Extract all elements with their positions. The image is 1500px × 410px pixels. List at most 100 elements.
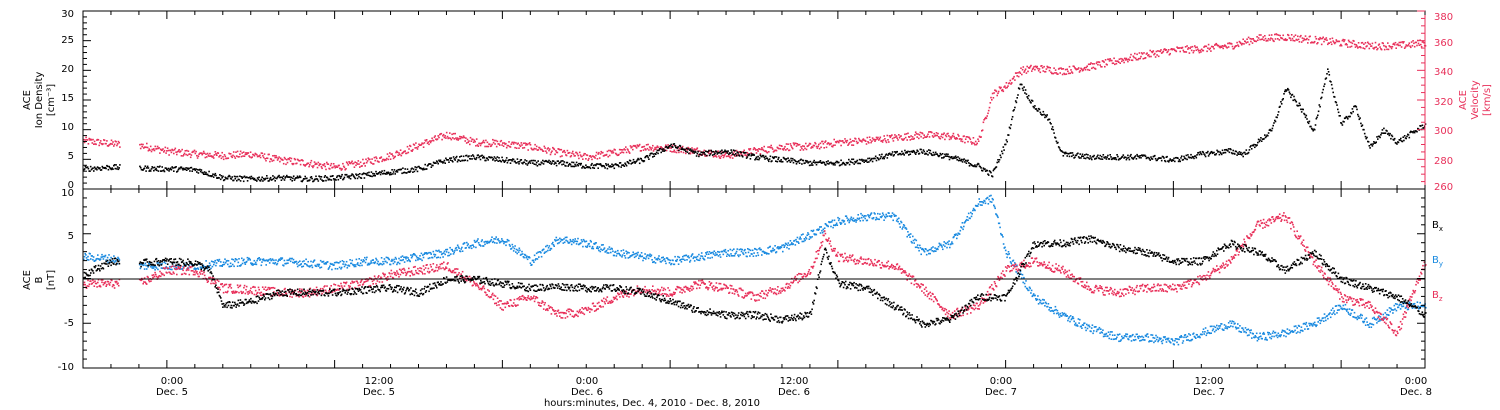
data-point (378, 161, 380, 163)
data-point (990, 171, 992, 174)
data-point (939, 243, 942, 246)
data-point (1250, 145, 1252, 147)
data-point (445, 157, 447, 160)
data-point (1134, 338, 1137, 341)
data-point (511, 243, 514, 246)
data-point (1004, 143, 1007, 146)
data-point (673, 143, 676, 145)
data-point (1055, 308, 1057, 311)
data-point (1364, 42, 1367, 44)
data-point (394, 155, 396, 158)
data-point (481, 154, 483, 157)
data-point (731, 154, 733, 156)
data-point (239, 180, 242, 182)
data-point (833, 219, 836, 222)
data-point (1048, 118, 1051, 121)
data-point (861, 214, 864, 217)
data-point (154, 269, 156, 271)
data-point (725, 251, 727, 254)
data-point (236, 258, 238, 261)
data-point (398, 152, 400, 154)
data-point (1128, 158, 1131, 161)
data-point (1387, 48, 1390, 51)
data-point (901, 150, 903, 153)
by-series (83, 194, 1427, 346)
data-point (232, 258, 235, 261)
data-point (718, 151, 721, 154)
data-point (172, 167, 174, 169)
data-point (906, 139, 908, 141)
data-point (314, 178, 316, 180)
data-point (348, 177, 350, 179)
data-point (1311, 128, 1314, 131)
data-point (693, 260, 696, 262)
data-point (1208, 48, 1211, 51)
data-point (1002, 243, 1005, 245)
data-point (542, 163, 545, 165)
data-point (347, 175, 350, 177)
data-point (272, 155, 274, 157)
data-point (598, 246, 601, 248)
data-point (278, 174, 280, 177)
data-point (473, 239, 476, 242)
data-point (744, 251, 747, 254)
data-point (735, 252, 737, 254)
data-point (336, 176, 338, 179)
data-point (992, 97, 995, 99)
data-point (1154, 154, 1156, 157)
data-point (429, 141, 432, 144)
data-point (370, 162, 373, 164)
data-point (1116, 336, 1118, 339)
data-point (253, 177, 256, 180)
data-point (1227, 150, 1229, 152)
data-point (1385, 46, 1387, 48)
data-point (359, 176, 362, 179)
data-point (882, 156, 885, 158)
data-point (1115, 62, 1118, 65)
data-point (1114, 60, 1117, 62)
data-point (744, 248, 746, 251)
data-point (440, 132, 443, 135)
data-point (1094, 68, 1097, 70)
data-point (691, 149, 693, 151)
data-point (1222, 47, 1224, 50)
data-point (381, 160, 383, 163)
data-point (857, 214, 859, 216)
data-point (1146, 52, 1148, 54)
data-point (726, 253, 729, 255)
data-point (859, 220, 862, 222)
data-point (155, 266, 157, 268)
data-point (564, 236, 567, 239)
data-point (1031, 70, 1033, 72)
data-point (636, 159, 639, 161)
data-point (917, 150, 919, 153)
data-point (559, 237, 561, 240)
data-point (1408, 42, 1411, 44)
data-point (763, 251, 765, 253)
data-point (482, 141, 484, 143)
data-point (877, 136, 879, 139)
data-point (644, 253, 646, 255)
data-point (387, 256, 389, 259)
data-point (515, 248, 518, 251)
data-point (795, 163, 798, 165)
data-point (948, 138, 951, 141)
data-point (1050, 71, 1052, 74)
data-point (792, 243, 794, 245)
data-point (1173, 157, 1175, 160)
data-point (849, 220, 851, 222)
data-point (342, 165, 345, 168)
data-point (332, 178, 335, 180)
data-point (1087, 68, 1089, 71)
data-point (797, 241, 799, 243)
data-point (1037, 67, 1039, 70)
data-point (565, 165, 567, 167)
data-point (1360, 46, 1362, 49)
data-point (1244, 151, 1246, 154)
data-point (422, 167, 425, 170)
data-point (1140, 55, 1142, 58)
data-point (852, 144, 855, 146)
data-point (650, 254, 653, 256)
data-point (977, 163, 980, 165)
data-point (1015, 101, 1018, 104)
